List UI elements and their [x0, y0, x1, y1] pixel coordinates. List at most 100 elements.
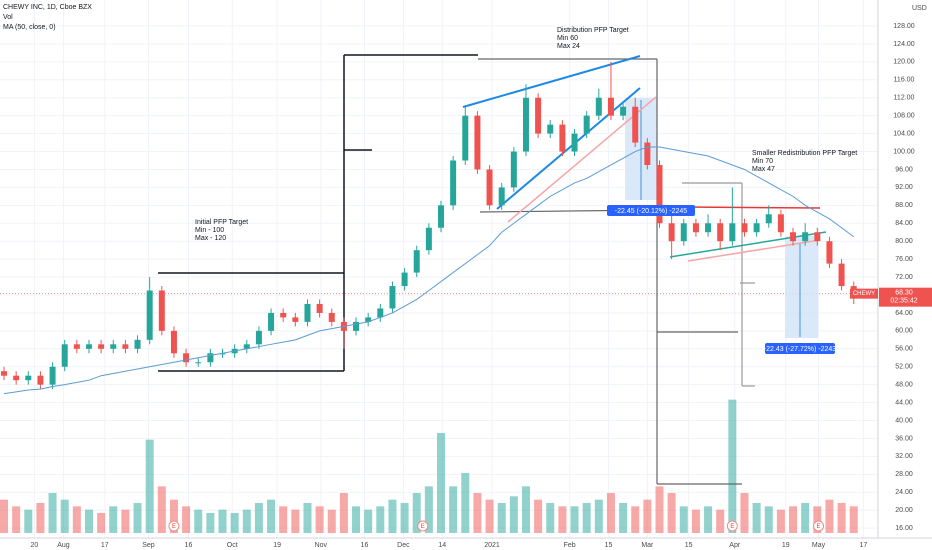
- volume-bar: [752, 503, 761, 533]
- x-tick-label: Mar: [641, 542, 654, 549]
- volume-bar: [582, 503, 591, 533]
- candle-body: [717, 223, 724, 242]
- candle-body: [547, 124, 554, 134]
- y-tick-label: 88.00: [895, 202, 913, 209]
- candle-body: [583, 115, 590, 134]
- annotation: Max - 120: [195, 235, 226, 242]
- moving-average: [3, 146, 855, 395]
- candle-body: [656, 164, 663, 224]
- candle-body: [353, 321, 360, 331]
- volume-bar: [303, 503, 312, 533]
- volume-bar: [84, 509, 93, 533]
- volume-bar: [825, 499, 834, 533]
- y-tick-label: 28.00: [895, 471, 913, 478]
- y-tick-label: 112.00: [894, 95, 915, 102]
- volume-bar: [315, 506, 324, 533]
- volume-bar: [728, 399, 737, 533]
- earnings-marker: [813, 520, 825, 532]
- candle-body: [595, 97, 602, 116]
- candle-body: [474, 115, 481, 170]
- y-tick-label: 20.00: [895, 507, 913, 514]
- x-tick-label: 15: [605, 542, 613, 549]
- volume-bar: [558, 506, 567, 533]
- candle-body: [389, 286, 396, 309]
- annotation: Initial PFP Target: [195, 219, 248, 226]
- candle-body: [98, 344, 105, 349]
- volume-bar: [230, 513, 239, 533]
- candle-body: [304, 303, 311, 322]
- candle-body: [413, 250, 420, 273]
- candle-body: [365, 317, 372, 322]
- candle-body: [328, 312, 335, 322]
- drawings: [158, 54, 827, 485]
- volume-bar: [169, 499, 178, 533]
- candle-body: [49, 366, 56, 385]
- x-tick-label: May: [812, 542, 826, 549]
- candle-body: [85, 344, 92, 349]
- candle-body: [644, 142, 651, 165]
- earnings-label: E: [817, 524, 821, 530]
- trend-line: [507, 96, 657, 223]
- volume-bar: [327, 509, 336, 533]
- measure-box: [607, 205, 695, 216]
- candle-body: [292, 317, 299, 322]
- candle-body: [158, 290, 165, 331]
- candle-body: [183, 353, 190, 363]
- candle-body: [134, 339, 141, 349]
- volume-bar: [619, 503, 628, 533]
- volume-bar: [279, 506, 288, 533]
- volume-bar: [449, 486, 458, 533]
- candle-body: [1, 371, 8, 376]
- y-tick-label: 72.00: [895, 274, 913, 281]
- candle-body: [207, 353, 214, 363]
- price-tag: [879, 287, 932, 307]
- volume-bar: [509, 496, 518, 533]
- volume-bar: [36, 503, 45, 533]
- volume-bar: [109, 506, 118, 533]
- annotation: Min 60: [557, 35, 578, 42]
- annotation: Min 70: [752, 158, 773, 165]
- volume-bar: [376, 506, 385, 533]
- volume-bar: [206, 513, 215, 533]
- y-tick-label: 32.00: [895, 453, 913, 460]
- x-tick-label: Nov: [315, 542, 328, 549]
- annotation: Max 24: [557, 43, 580, 50]
- candle-body: [498, 187, 505, 206]
- volume-bar: [182, 506, 191, 533]
- annotation: Distribution PFP Target: [557, 27, 629, 34]
- volume-bar: [400, 503, 409, 533]
- volume-bar: [716, 509, 725, 533]
- candle-body: [729, 223, 736, 242]
- volume-bar: [497, 503, 506, 533]
- y-tick-label: 104.00: [893, 130, 915, 137]
- annotation: Smaller Redistribution PFP Target: [752, 150, 857, 157]
- volume-bar: [0, 499, 9, 533]
- currency: USD: [912, 5, 927, 12]
- volume-bar: [764, 506, 773, 533]
- candle-body: [438, 205, 445, 228]
- candle-body: [826, 241, 833, 264]
- volume-bar: [461, 473, 470, 533]
- volume-bar: [60, 499, 69, 533]
- earnings-marker: [168, 520, 180, 532]
- candle-body: [170, 330, 177, 354]
- x-tick-label: Oct: [227, 542, 238, 549]
- volume-bar: [837, 503, 846, 533]
- y-tick-label: 64.00: [895, 310, 913, 317]
- y-tick-label: 36.00: [895, 435, 913, 442]
- candle-body: [425, 227, 432, 251]
- candle-body: [316, 303, 323, 313]
- earnings-label: E: [730, 524, 734, 530]
- candle-body: [777, 214, 784, 233]
- candle-body: [668, 223, 675, 242]
- volume-bar: [473, 493, 482, 533]
- x-tick-label: 19: [782, 542, 790, 549]
- candle-body: [401, 272, 408, 287]
- candle-body: [37, 375, 44, 385]
- volume-bar: [655, 486, 664, 533]
- annotation: Min - 100: [195, 227, 224, 234]
- volume-bar: [97, 513, 106, 533]
- volume-bar: [218, 509, 227, 533]
